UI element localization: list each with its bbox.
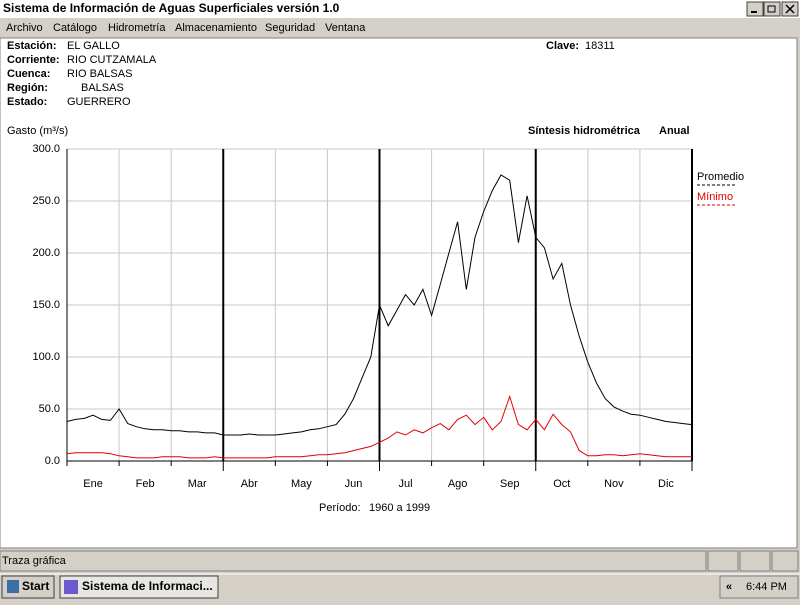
- x-tick-label: Jul: [399, 478, 413, 490]
- window-title: Sistema de Información de Aguas Superfic…: [3, 1, 340, 15]
- clave-value: 18311: [585, 40, 615, 52]
- tray-toggle[interactable]: «: [726, 581, 732, 593]
- chart-title: Síntesis hidrométrica: [528, 125, 641, 137]
- menu-item[interactable]: Catálogo: [53, 22, 97, 34]
- task-icon: [64, 580, 78, 594]
- period-label: Período:: [319, 502, 361, 514]
- legend-label: Promedio: [697, 171, 744, 183]
- x-tick-label: Dic: [658, 478, 674, 490]
- status-bar: [0, 550, 707, 572]
- field-value: GUERRERO: [67, 96, 131, 108]
- tray: [719, 575, 799, 599]
- y-tick-label: 150.0: [32, 299, 60, 311]
- x-tick-label: Nov: [604, 478, 624, 490]
- clave-label: Clave:: [546, 40, 579, 52]
- restore-icon: [767, 5, 776, 13]
- menu-item[interactable]: Archivo: [6, 22, 43, 34]
- y-axis-label: Gasto (m³/s): [7, 125, 68, 137]
- field-value: BALSAS: [81, 82, 124, 94]
- y-tick-label: 100.0: [32, 351, 60, 363]
- series-line: [66, 394, 692, 459]
- status-panel: [739, 550, 771, 572]
- status-panel: [707, 550, 739, 572]
- field-label: Corriente:: [7, 54, 60, 66]
- menu-item[interactable]: Seguridad: [265, 22, 315, 34]
- x-tick-label: Jun: [345, 478, 363, 490]
- task-button[interactable]: [59, 575, 219, 599]
- minimize-button[interactable]: [746, 1, 764, 17]
- field-value: EL GALLO: [67, 40, 120, 52]
- y-tick-label: 200.0: [32, 247, 60, 259]
- x-tick-label: Ago: [448, 478, 468, 490]
- restore-button[interactable]: [763, 1, 781, 17]
- title-bar: [0, 0, 800, 18]
- start-logo: [7, 580, 19, 593]
- window-buttons[interactable]: [746, 1, 799, 17]
- close-icon: [785, 4, 795, 14]
- legend-label: Mínimo: [697, 191, 733, 203]
- field-label: Estado:: [7, 96, 47, 108]
- x-tick-label: Sep: [500, 478, 520, 490]
- y-tick-label: 0.0: [45, 455, 60, 467]
- x-tick-label: Oct: [553, 478, 570, 490]
- menu-bar: [0, 18, 800, 38]
- menu-item[interactable]: Ventana: [325, 22, 366, 34]
- clock: 6:44 PM: [746, 581, 787, 593]
- menu-item[interactable]: Hidrometría: [108, 22, 166, 34]
- x-tick-label: Feb: [136, 478, 155, 490]
- content-area: [0, 37, 798, 549]
- status-text: Traza gráfica: [2, 555, 67, 567]
- x-tick-label: May: [291, 478, 312, 490]
- task-label: Sistema de Informaci...: [82, 579, 213, 593]
- status-panel: [771, 550, 799, 572]
- station-info: Estación: EL GALLO Corriente: RIO CUTZAMALA…: [7, 40, 157, 108]
- series-line: [66, 174, 693, 436]
- field-label: Estación:: [7, 40, 57, 52]
- x-tick-label: Mar: [188, 478, 207, 490]
- start-label: Start: [22, 579, 49, 593]
- field-label: Cuenca:: [7, 68, 50, 80]
- x-tick-label: Abr: [241, 478, 258, 490]
- chart-subtitle: Anual: [659, 125, 690, 137]
- field-value: RIO CUTZAMALA: [67, 54, 157, 66]
- chart: Gasto (m³/s) Síntesis hidrométrica Anual 0.…: [7, 125, 744, 514]
- field-value: RIO BALSAS: [67, 68, 132, 80]
- y-tick-label: 250.0: [32, 195, 60, 207]
- field-label: Región:: [7, 82, 48, 94]
- y-tick-label: 50.0: [39, 403, 60, 415]
- period-value: 1960 a 1999: [369, 502, 430, 514]
- menu-item[interactable]: Almacenamiento: [175, 22, 257, 34]
- x-tick-label: Ene: [83, 478, 103, 490]
- y-tick-label: 300.0: [32, 143, 60, 155]
- menu: Archivo Catálogo Hidrometría Almacenamiento…: [6, 22, 366, 34]
